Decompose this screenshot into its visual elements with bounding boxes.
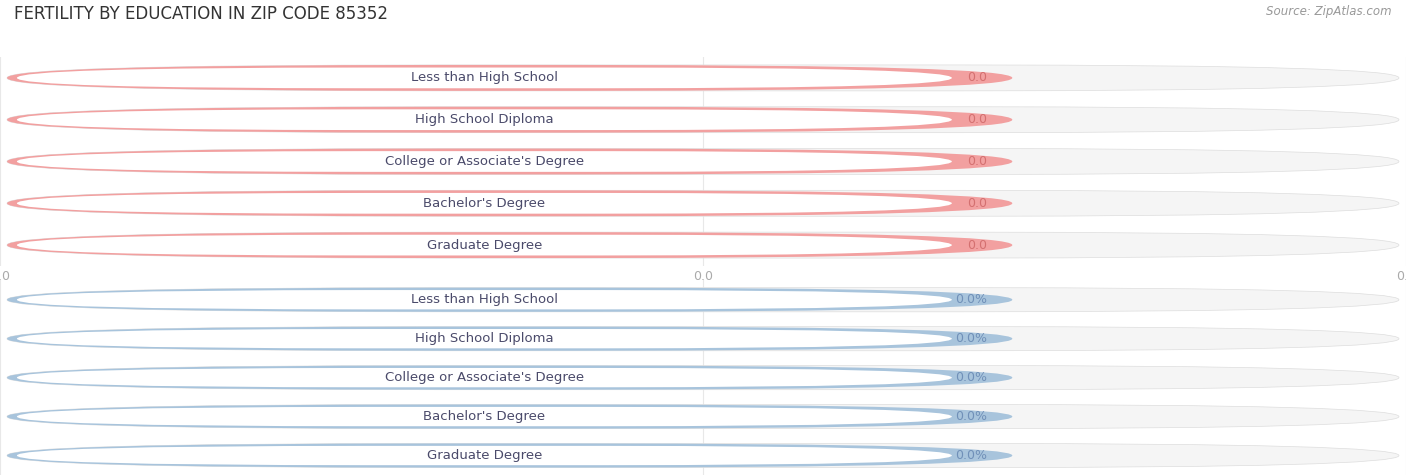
Text: 0.0%: 0.0% — [955, 293, 987, 306]
FancyBboxPatch shape — [7, 405, 1399, 428]
Text: Bachelor's Degree: Bachelor's Degree — [423, 410, 546, 423]
FancyBboxPatch shape — [7, 232, 1012, 258]
FancyBboxPatch shape — [7, 107, 1399, 133]
Text: Less than High School: Less than High School — [411, 293, 558, 306]
Text: 0.0: 0.0 — [967, 71, 987, 85]
Text: Graduate Degree: Graduate Degree — [426, 238, 543, 252]
Text: Graduate Degree: Graduate Degree — [426, 449, 543, 462]
FancyBboxPatch shape — [17, 368, 952, 387]
FancyBboxPatch shape — [7, 232, 1399, 258]
FancyBboxPatch shape — [7, 327, 1012, 351]
FancyBboxPatch shape — [17, 109, 952, 130]
FancyBboxPatch shape — [7, 288, 1012, 312]
Text: Bachelor's Degree: Bachelor's Degree — [423, 197, 546, 210]
FancyBboxPatch shape — [7, 65, 1399, 91]
FancyBboxPatch shape — [7, 149, 1399, 174]
FancyBboxPatch shape — [7, 65, 1012, 91]
FancyBboxPatch shape — [17, 151, 952, 172]
FancyBboxPatch shape — [7, 327, 1399, 351]
Text: 0.0%: 0.0% — [955, 332, 987, 345]
FancyBboxPatch shape — [7, 366, 1399, 389]
Text: Source: ZipAtlas.com: Source: ZipAtlas.com — [1267, 5, 1392, 18]
FancyBboxPatch shape — [17, 446, 952, 465]
Text: FERTILITY BY EDUCATION IN ZIP CODE 85352: FERTILITY BY EDUCATION IN ZIP CODE 85352 — [14, 5, 388, 23]
FancyBboxPatch shape — [7, 190, 1399, 216]
Text: 0.0%: 0.0% — [955, 449, 987, 462]
Text: High School Diploma: High School Diploma — [415, 332, 554, 345]
FancyBboxPatch shape — [17, 235, 952, 256]
FancyBboxPatch shape — [17, 193, 952, 214]
FancyBboxPatch shape — [7, 444, 1399, 467]
Text: 0.0: 0.0 — [967, 113, 987, 126]
Text: College or Associate's Degree: College or Associate's Degree — [385, 371, 583, 384]
Text: 0.0%: 0.0% — [955, 371, 987, 384]
Text: Less than High School: Less than High School — [411, 71, 558, 85]
FancyBboxPatch shape — [7, 149, 1012, 174]
FancyBboxPatch shape — [7, 107, 1012, 133]
Text: 0.0%: 0.0% — [955, 410, 987, 423]
FancyBboxPatch shape — [7, 405, 1012, 428]
FancyBboxPatch shape — [7, 444, 1012, 467]
Text: 0.0: 0.0 — [967, 197, 987, 210]
FancyBboxPatch shape — [7, 190, 1012, 216]
FancyBboxPatch shape — [17, 290, 952, 309]
FancyBboxPatch shape — [7, 288, 1399, 312]
Text: High School Diploma: High School Diploma — [415, 113, 554, 126]
Text: 0.0: 0.0 — [967, 155, 987, 168]
FancyBboxPatch shape — [17, 407, 952, 426]
Text: 0.0: 0.0 — [967, 238, 987, 252]
FancyBboxPatch shape — [7, 366, 1012, 389]
FancyBboxPatch shape — [17, 67, 952, 88]
Text: College or Associate's Degree: College or Associate's Degree — [385, 155, 583, 168]
FancyBboxPatch shape — [17, 329, 952, 348]
